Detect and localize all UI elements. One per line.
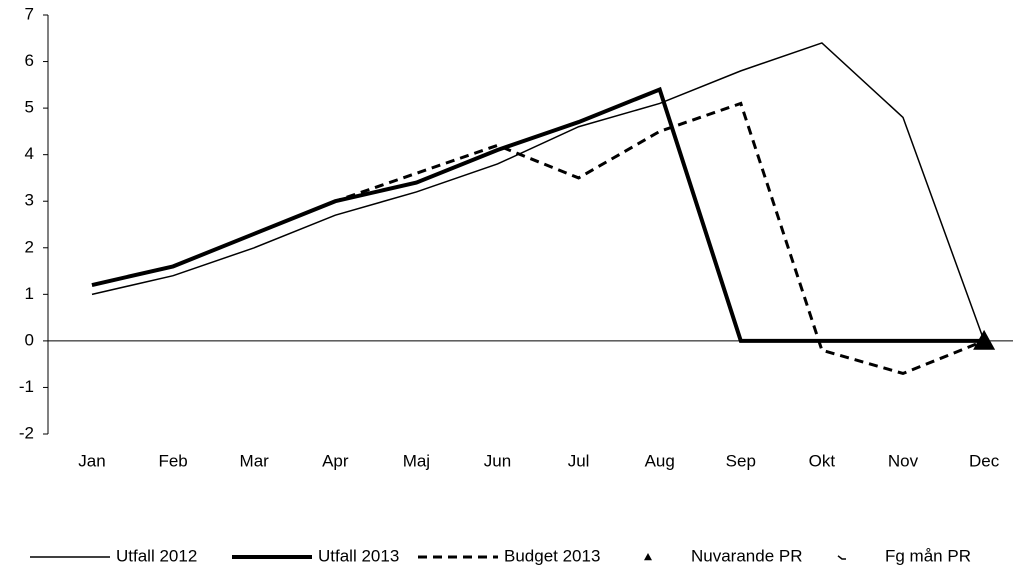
y-tick-label: 1: [25, 284, 34, 303]
y-tick-label: 6: [25, 51, 34, 70]
x-tick-label: Dec: [969, 451, 1000, 470]
x-tick-label: Mar: [240, 451, 270, 470]
x-tick-label: Jun: [484, 451, 511, 470]
x-tick-label: Nov: [888, 451, 919, 470]
marker: [973, 329, 996, 350]
x-tick-label: Okt: [809, 451, 836, 470]
marker: [837, 555, 846, 560]
x-tick-label: Maj: [403, 451, 430, 470]
y-tick-label: 4: [25, 144, 34, 163]
x-tick-label: Jan: [78, 451, 105, 470]
line-series: [91, 101, 985, 376]
line-series: [91, 86, 985, 343]
y-tick-label: 2: [25, 237, 34, 256]
legend-label: Nuvarande PR: [691, 546, 803, 565]
legend-label: Utfall 2013: [318, 546, 399, 565]
y-tick-label: -2: [19, 423, 34, 442]
x-tick-label: Aug: [645, 451, 675, 470]
y-tick-label: 7: [25, 4, 34, 23]
legend-label: Budget 2013: [504, 546, 600, 565]
legend-label: Fg mån PR: [885, 546, 971, 565]
x-tick-label: Apr: [322, 451, 349, 470]
y-tick-label: 5: [25, 98, 34, 117]
y-tick-label: 0: [25, 330, 34, 349]
marker: [644, 553, 652, 561]
y-tick-label: 3: [25, 191, 34, 210]
y-tick-label: -1: [19, 377, 34, 396]
legend-label: Utfall 2012: [116, 546, 197, 565]
x-tick-label: Jul: [568, 451, 590, 470]
x-tick-label: Sep: [726, 451, 756, 470]
line-series: [91, 42, 985, 342]
x-tick-label: Feb: [158, 451, 187, 470]
